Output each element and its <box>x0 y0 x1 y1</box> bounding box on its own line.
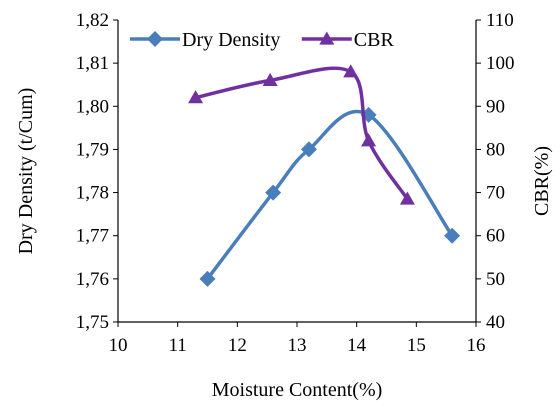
x-tick-label: 11 <box>169 335 187 356</box>
x-tick-label: 10 <box>109 335 128 356</box>
dry-density-data-point <box>300 141 317 158</box>
y-tick-label: 1,75 <box>76 312 109 333</box>
dry-density-data-point <box>444 227 461 244</box>
y2-axis-title: CBR(%) <box>531 146 553 216</box>
dry-density-series-line <box>206 109 454 280</box>
y-tick-label: 1,77 <box>76 226 109 247</box>
y2-tick-label: 40 <box>486 312 505 333</box>
legend-dry-density-marker <box>147 31 163 47</box>
y-tick-label: 1,82 <box>76 10 109 31</box>
cbr-data-point <box>399 191 415 205</box>
y2-tick-label: 60 <box>486 226 505 247</box>
plot-group <box>188 64 461 287</box>
y2-tick-label: 80 <box>486 139 505 160</box>
x-tick-label: 15 <box>407 335 426 356</box>
dry-density-data-point <box>199 270 216 287</box>
cbr-data-point <box>343 64 359 78</box>
legend-cbr-marker <box>319 31 335 45</box>
y-tick-label: 1,76 <box>76 269 109 290</box>
x-tick-label: 14 <box>347 335 367 356</box>
y-tick-label: 1,81 <box>76 53 109 74</box>
cbr-series-line <box>195 66 409 201</box>
axes-group: 10 11 12 13 14 15 16 1,75 1,76 1,77 1,78 1,79 1,80 1,… <box>76 10 515 356</box>
cbr-data-point <box>188 90 204 104</box>
x-tick-label: 13 <box>288 335 307 356</box>
legend: Dry Density CBR <box>130 29 394 51</box>
x-tick-label: 12 <box>228 335 247 356</box>
y-tick-label: 1,78 <box>76 183 109 204</box>
y2-tick-label: 70 <box>486 183 505 204</box>
y-axis-title: Dry Density (t/Cum) <box>15 88 37 255</box>
y2-tick-label: 90 <box>486 96 505 117</box>
y-tick-label: 1,79 <box>76 139 109 160</box>
x-tick-label: 16 <box>467 335 486 356</box>
dry-density-data-point <box>265 184 282 201</box>
cbr-data-point <box>361 133 377 147</box>
y2-tick-label: 50 <box>486 269 505 290</box>
x-axis-title: Moisture Content(%) <box>212 379 383 401</box>
legend-dry-density-label: Dry Density <box>182 29 280 51</box>
y-tick-label: 1,80 <box>76 96 109 117</box>
cbr-data-point <box>262 72 278 87</box>
y2-tick-label: 110 <box>486 10 514 31</box>
y2-tick-label: 100 <box>486 53 515 74</box>
legend-cbr-label: CBR <box>354 29 395 51</box>
